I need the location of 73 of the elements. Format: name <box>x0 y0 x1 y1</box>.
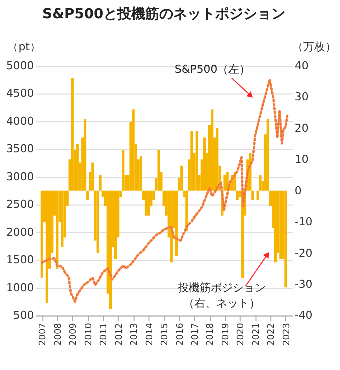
y2-axis-title: （万枚） <box>292 40 337 54</box>
y2-tick-label: 20 <box>294 122 309 135</box>
bar <box>46 190 48 304</box>
bar <box>76 144 79 191</box>
bar <box>132 110 135 191</box>
bar <box>140 156 142 191</box>
y-tick-label: 5000 <box>6 59 34 72</box>
bar <box>274 190 278 263</box>
y-tick-label: 2500 <box>6 198 34 212</box>
y-tick-label: 3000 <box>6 170 34 184</box>
bar <box>148 190 150 216</box>
x-tick-label: 2020 <box>236 322 247 346</box>
bar <box>203 138 206 191</box>
bar <box>122 150 125 191</box>
y-tick-label: 1500 <box>6 254 34 267</box>
bar <box>158 150 160 191</box>
bar <box>180 166 184 191</box>
annotation: S&P500（左） <box>174 63 251 76</box>
x-tick-label: 2018 <box>206 322 216 346</box>
bar <box>175 190 178 256</box>
x-tick-label: 2010 <box>84 322 94 346</box>
x-tick-label: 2019 <box>221 322 232 346</box>
bar <box>56 190 59 269</box>
bar <box>92 162 94 191</box>
bar <box>86 190 90 200</box>
bar <box>109 190 112 310</box>
y2-tick-label: -40 <box>294 309 313 322</box>
bar <box>216 128 219 191</box>
y-tick-label: 500 <box>13 309 34 322</box>
x-tick-label: 2009 <box>69 322 80 346</box>
bar <box>224 175 226 191</box>
y2-tick-label: 40 <box>294 59 309 72</box>
y-tick-label: 4000 <box>6 114 34 128</box>
y-axis-title: （pt） <box>8 40 41 54</box>
bar <box>211 110 214 191</box>
bar <box>266 119 270 191</box>
bar <box>196 132 198 191</box>
x-tick-label: 2012 <box>114 323 125 346</box>
annotation: 投機筋ポジション <box>176 281 266 294</box>
x-tick-label: 2014 <box>145 322 156 346</box>
annotation: （右、ネット） <box>183 297 260 310</box>
x-tick-label: 2022 <box>267 323 278 346</box>
y-tick-label: 1000 <box>6 281 34 294</box>
bar <box>61 190 64 248</box>
bar <box>280 190 282 260</box>
bar <box>144 190 148 216</box>
x-tick-label: 2007 <box>38 323 49 346</box>
bar <box>114 190 118 260</box>
bar <box>71 78 74 191</box>
y2-tick-label: -20 <box>294 246 313 260</box>
bar <box>252 190 254 200</box>
y-tick-label: 2000 <box>6 226 34 239</box>
bar <box>236 190 239 200</box>
x-tick-label: 2016 <box>176 322 186 346</box>
x-tick-label: 2023 <box>282 323 292 346</box>
y2-tick-label: -10 <box>294 216 313 229</box>
bar <box>190 132 194 191</box>
x-tick-label: 2008 <box>54 322 64 346</box>
y-tick-label: 3500 <box>6 142 34 156</box>
bar <box>40 190 44 278</box>
x-tick-label: 2011 <box>100 323 110 346</box>
y2-tick-label: 30 <box>294 90 309 104</box>
x-tick-label: 2013 <box>130 323 140 346</box>
y2-tick-label: 0 <box>294 184 302 198</box>
x-tick-label: 2015 <box>160 323 171 346</box>
bar <box>284 190 288 288</box>
bar <box>84 119 87 191</box>
chart-title: S&P500と投機筋のネットポジション <box>42 6 286 22</box>
y-tick-label: 4500 <box>6 87 34 100</box>
x-tick-label: 2021 <box>252 323 262 346</box>
y2-tick-label: 10 <box>294 153 309 166</box>
y2-tick-label: -30 <box>294 278 313 292</box>
x-tick-label: 2017 <box>190 323 201 346</box>
